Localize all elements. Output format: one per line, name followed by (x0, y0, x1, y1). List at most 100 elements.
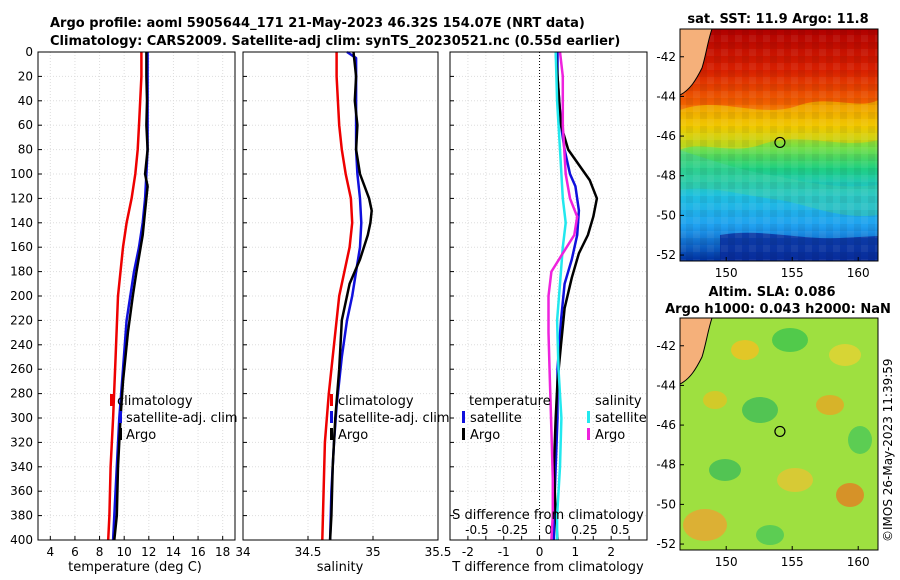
y-tick-label: 20 (18, 69, 33, 83)
map-y-tick-label: -46 (656, 129, 676, 143)
plot-frame (449, 51, 648, 541)
series-line-argo (328, 51, 373, 541)
legend-label-argo: Argo (126, 428, 156, 443)
y-tick-label: 160 (10, 240, 33, 254)
legend-label-satellite: satellite-adj. clim (126, 411, 238, 426)
legend-swatch-s-satellite (587, 411, 590, 423)
legend-label-argo: Argo (338, 428, 368, 443)
x-tick-label: 1 (572, 545, 580, 559)
s-tick-label: 0 (545, 523, 553, 537)
sla-anomaly (742, 397, 778, 423)
series-line-climatology (106, 52, 143, 541)
x-tick-label: 16 (190, 545, 205, 559)
sla-anomaly (709, 459, 741, 481)
sst-map-title: sat. SST: 11.9 Argo: 11.8 (687, 12, 868, 27)
y-tick-label: 240 (10, 338, 33, 352)
sst-map: 150 155 160 -42 -44 -46 -48 -50 -52 (656, 28, 879, 280)
imos-credit: ©IMOS 26-May-2023 11:39:59 (881, 358, 895, 542)
legend-title-salinity: salinity (595, 394, 642, 409)
legend-swatch-climatology (110, 394, 113, 406)
y-tick-label: 100 (10, 167, 33, 181)
map-x-tick-label: 150 (715, 266, 738, 280)
x-tick-label: 0 (536, 545, 544, 559)
plot-frame (37, 51, 236, 541)
x-tick-label: 12 (141, 545, 156, 559)
y-tick-label: 340 (10, 460, 33, 474)
sla-map-title-line1: Altim. SLA: 0.086 (709, 285, 836, 300)
legend-label-climatology: climatology (338, 394, 414, 409)
legend-label-t-satellite: satellite (470, 411, 522, 426)
sst-profile-marker (774, 136, 786, 149)
legend-label-s-argo: Argo (595, 428, 625, 443)
legend-label-s-satellite: satellite (595, 411, 647, 426)
sla-map-ticks: 150 155 160 -42 -44 -46 -48 -50 -52 (656, 339, 869, 569)
salinity-panel: 34 34.5 35 35.5 (235, 50, 452, 559)
y-tick-label: 200 (10, 289, 33, 303)
s-tick-label: -0.25 (497, 523, 528, 537)
x-tick-label: 35.5 (425, 545, 452, 559)
x-tick-label: -1 (498, 545, 510, 559)
sla-map-frame (679, 317, 879, 551)
difference-panel: -2 -1 0 1 2 -0.5 -0.25 0 0.25 0.5 (449, 51, 648, 559)
legend-swatch-climatology (330, 394, 333, 406)
sst-map-frame (679, 28, 879, 262)
figure-title-line2: Climatology: CARS2009. Satellite-adj cli… (50, 34, 620, 49)
legend-swatch-satellite (330, 411, 333, 423)
s-difference-xlabel: S difference from climatology (452, 508, 644, 523)
sla-anomaly (777, 468, 813, 492)
depth-axis-labels: 0 20 40 60 80 100 120 140 160 180 200 220 240 260 280 3… (10, 45, 33, 547)
y-tick-label: 140 (10, 216, 33, 230)
y-tick-label: 360 (10, 484, 33, 498)
series-line-s-argo (547, 51, 579, 541)
map-x-tick-label: 160 (847, 555, 870, 569)
legend-label-satellite: satellite-adj. clim (338, 411, 450, 426)
map-y-tick-label: -50 (656, 497, 676, 511)
sla-map: 150 155 160 -42 -44 -46 -48 -50 -52 (656, 317, 879, 569)
map-x-tick-label: 155 (781, 266, 804, 280)
y-tick-label: 400 (10, 533, 33, 547)
y-tick-label: 80 (18, 143, 33, 157)
y-tick-label: 300 (10, 411, 33, 425)
sla-anomaly (756, 525, 784, 545)
s-tick-label: 0.5 (611, 523, 630, 537)
temperature-legend: climatology satellite-adj. clim Argo (110, 394, 238, 443)
map-y-tick-label: -50 (656, 208, 676, 222)
y-tick-label: 220 (10, 313, 33, 327)
sla-anomaly (772, 328, 808, 352)
x-tick-label: 14 (166, 545, 181, 559)
legend-label-t-argo: Argo (470, 428, 500, 443)
salinity-legend: climatology satellite-adj. clim Argo (330, 394, 450, 443)
temperature-xlabel: temperature (deg C) (68, 560, 202, 575)
legend-swatch-satellite (119, 411, 122, 423)
sla-profile-marker (774, 425, 786, 438)
y-tick-label: 260 (10, 362, 33, 376)
sla-anomaly (703, 391, 727, 409)
sla-map-title-line2: Argo h1000: 0.043 h2000: NaN (665, 302, 891, 317)
y-tick-label: 280 (10, 387, 33, 401)
legend-title-temperature: temperature (469, 394, 551, 409)
legend-swatch-s-argo (587, 428, 590, 440)
sla-anomaly (731, 340, 759, 360)
map-y-tick-label: -46 (656, 418, 676, 432)
plot-frame (242, 51, 439, 541)
map-y-tick-label: -52 (656, 248, 676, 262)
y-tick-label: 0 (25, 45, 33, 59)
x-tick-label: 10 (117, 545, 132, 559)
legend-swatch-argo (330, 428, 333, 440)
difference-legend: temperature satellite Argo salinity sate… (462, 394, 647, 443)
legend-swatch-argo (119, 428, 122, 440)
sla-anomaly (829, 344, 861, 366)
y-tick-label: 40 (18, 94, 33, 108)
temperature-panel: 4 6 8 10 12 14 16 18 (37, 51, 236, 559)
sla-anomaly (848, 426, 872, 454)
legend-swatch-t-argo (462, 428, 465, 440)
y-tick-label: 60 (18, 118, 33, 132)
x-tick-label: 6 (71, 545, 79, 559)
salinity-xlabel: salinity (317, 560, 364, 575)
map-y-tick-label: -44 (656, 89, 676, 103)
x-tick-label: 2 (607, 545, 615, 559)
map-x-tick-label: 155 (781, 555, 804, 569)
sla-landmass (680, 318, 713, 385)
sla-anomaly (816, 395, 844, 415)
